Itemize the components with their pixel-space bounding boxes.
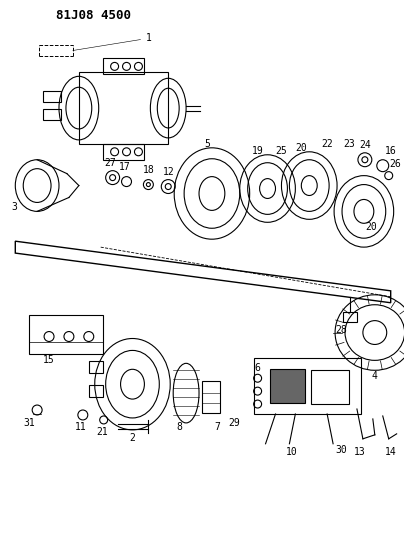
Bar xyxy=(202,381,220,413)
Text: 81J08 4500: 81J08 4500 xyxy=(56,9,131,22)
Bar xyxy=(270,369,305,403)
Text: 4: 4 xyxy=(372,372,378,381)
Text: 1: 1 xyxy=(145,33,151,43)
Text: 19: 19 xyxy=(252,146,264,156)
Text: 7: 7 xyxy=(214,422,220,432)
Text: 20: 20 xyxy=(295,143,307,153)
Text: 10: 10 xyxy=(286,447,297,457)
Text: 29: 29 xyxy=(228,418,240,428)
Bar xyxy=(103,59,145,74)
Text: 12: 12 xyxy=(162,167,174,176)
Bar xyxy=(89,385,103,397)
Text: 28: 28 xyxy=(335,325,347,335)
Text: 18: 18 xyxy=(143,165,154,175)
Text: 31: 31 xyxy=(23,418,35,428)
Bar xyxy=(103,144,145,160)
Text: 21: 21 xyxy=(96,427,108,437)
Bar xyxy=(343,312,357,321)
Text: 2: 2 xyxy=(130,433,135,443)
Text: 8: 8 xyxy=(176,422,182,432)
Text: 6: 6 xyxy=(255,364,260,373)
Bar xyxy=(254,358,361,414)
Text: 3: 3 xyxy=(11,203,17,213)
Text: 27: 27 xyxy=(105,158,117,168)
Text: 11: 11 xyxy=(75,422,87,432)
Text: 23: 23 xyxy=(343,139,355,149)
Bar xyxy=(311,370,349,404)
Bar xyxy=(29,314,103,354)
Text: 5: 5 xyxy=(204,139,210,149)
Text: 17: 17 xyxy=(119,161,130,172)
Text: 15: 15 xyxy=(43,356,55,365)
Bar xyxy=(43,91,61,102)
Text: 26: 26 xyxy=(390,159,401,169)
Text: 30: 30 xyxy=(335,445,347,455)
Text: 16: 16 xyxy=(385,146,396,156)
Bar xyxy=(79,72,168,144)
Text: 14: 14 xyxy=(385,447,396,457)
Bar xyxy=(43,109,61,120)
Text: 20: 20 xyxy=(365,222,377,232)
Text: 13: 13 xyxy=(354,447,366,457)
Bar xyxy=(89,361,103,373)
Text: 22: 22 xyxy=(321,139,333,149)
Text: 25: 25 xyxy=(275,146,287,156)
Text: 24: 24 xyxy=(359,140,371,150)
